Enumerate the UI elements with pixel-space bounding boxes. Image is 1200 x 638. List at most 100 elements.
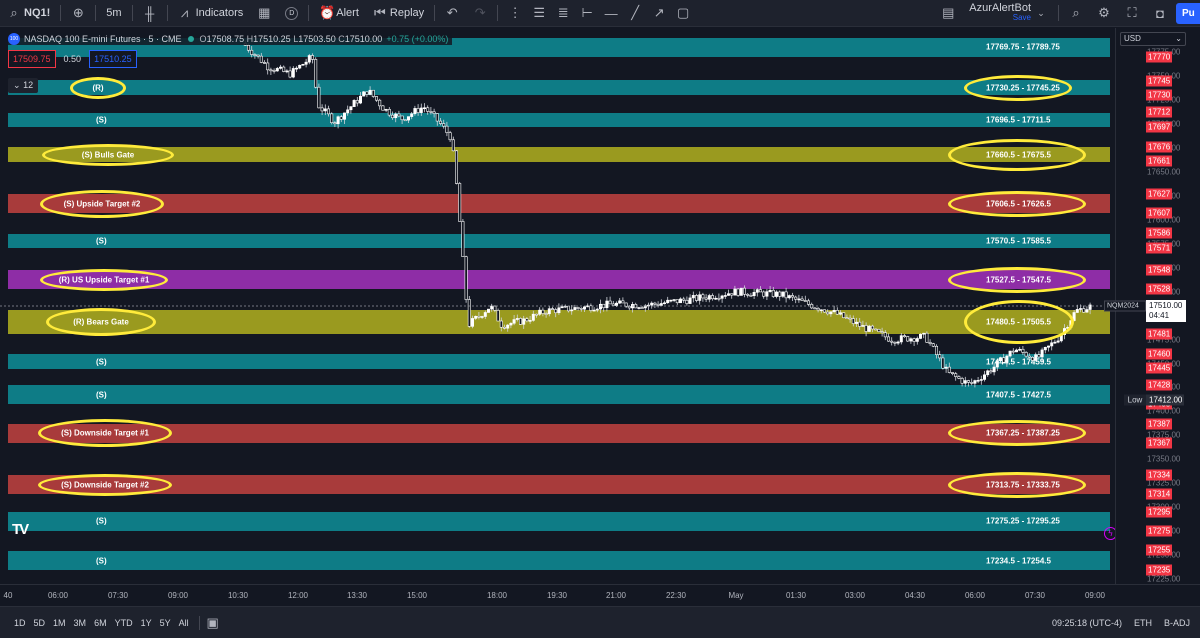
price-tick: 17650.00 (1147, 167, 1181, 177)
fullscreen-button[interactable]: ⛶ (1118, 0, 1146, 27)
candle (813, 307, 817, 310)
price-level-badge: 17586 (1146, 227, 1172, 239)
adjust-toggle[interactable]: B-ADJ (1163, 618, 1190, 628)
layouts-button[interactable]: ▦ (250, 0, 278, 27)
range-button[interactable]: 3M (73, 617, 87, 628)
undo-button[interactable]: ↶ (438, 0, 466, 27)
candle (1014, 348, 1018, 353)
candle (1047, 345, 1051, 352)
candle (381, 105, 385, 111)
toolbar-divider (166, 5, 168, 21)
redo-button[interactable]: ↷ (466, 0, 494, 27)
clock-time[interactable]: 09:25:18 (UTC-4) (1051, 618, 1122, 628)
candle (976, 376, 980, 384)
candle (982, 370, 986, 382)
price-level-badge: 17445 (1146, 362, 1172, 374)
symbol-search-button[interactable]: ⌕ NQ1! (0, 0, 57, 27)
chart-pane[interactable]: 17769.75 - 17789.75 (R) 17730.25 - 17745.2… (0, 28, 1115, 584)
account-menu[interactable]: AzurAlertBot Save ⌄ (962, 0, 1055, 27)
sell-button[interactable]: 17509.75 (8, 50, 56, 68)
zone-band[interactable]: (S) 17234.5 - 17254.5 (8, 550, 1110, 571)
horizontal-ray-icon[interactable]: ⊢ (581, 5, 593, 20)
range-button[interactable]: 5D (33, 617, 46, 628)
range-button[interactable]: All (178, 617, 189, 628)
parallel-channel-icon[interactable]: ≣ (557, 5, 569, 20)
templates-button[interactable]: D (278, 0, 305, 27)
price-level-badge: 17571 (1146, 242, 1172, 254)
range-button[interactable]: 1Y (140, 617, 152, 628)
trend-line-icon[interactable]: ╱ (631, 5, 640, 20)
candle (1088, 302, 1092, 315)
highlight-ellipse (40, 189, 164, 218)
candle (541, 307, 545, 317)
quick-search-button[interactable]: ⌕ (1062, 0, 1090, 27)
grip-icon[interactable]: ⋮ (508, 5, 522, 20)
buy-button[interactable]: 17510.25 (89, 50, 137, 68)
zone-band[interactable]: (S) 17407.5 - 17427.5 (8, 385, 1110, 405)
zone-band[interactable]: (S) 17444.5 - 17459.5 (8, 354, 1110, 369)
legend-title[interactable]: NASDAQ 100 E-mini Futures · 5 · CME (24, 34, 182, 44)
candle (419, 103, 423, 116)
candle (726, 289, 730, 296)
candle (896, 340, 900, 346)
ray-icon[interactable]: ↗ (653, 5, 665, 20)
fib-retracement-icon[interactable]: ☰ (533, 5, 545, 20)
calendar-icon[interactable]: ▣ (206, 614, 219, 630)
range-button[interactable]: YTD (114, 617, 133, 628)
candle (486, 308, 490, 313)
candle (592, 307, 596, 312)
time-tick: 13:30 (346, 591, 368, 600)
range-button[interactable]: 6M (94, 617, 107, 628)
indicators-button[interactable]: ⩘ Indicators (171, 0, 251, 27)
close-value: 17510.00 (344, 34, 383, 44)
horizontal-line-icon[interactable]: ― (604, 5, 618, 21)
candle (854, 317, 858, 328)
candle (781, 291, 785, 298)
candles-icon: ╫ (144, 5, 155, 21)
candle (845, 314, 849, 320)
zone-band[interactable]: (S) 17275.25 - 17295.25 (8, 511, 1110, 532)
publish-button[interactable]: Pu (1176, 3, 1200, 24)
zone-band[interactable]: (S) 17570.5 - 17585.5 (8, 233, 1110, 248)
rectangle-icon[interactable]: ▢ (676, 5, 690, 20)
candle (483, 310, 487, 319)
candle (794, 295, 798, 304)
candle (490, 303, 494, 312)
snapshot-button[interactable]: ◘ (1146, 0, 1174, 27)
candle (870, 324, 874, 333)
candle (579, 307, 583, 312)
highlight-ellipse (948, 266, 1086, 293)
candle (397, 110, 401, 118)
candle (730, 293, 734, 299)
layout-icon-button[interactable]: ▤ (934, 0, 962, 27)
candle (342, 112, 346, 125)
alert-button[interactable]: ⏰ Alert (312, 0, 366, 27)
settings-button[interactable]: ⚙ (1090, 0, 1118, 27)
bottom-toolbar: 1D 5D 1M 3M 6M YTD 1Y 5Y All ▣ 09:25:18 (UTC-4) … (0, 606, 1200, 638)
candle (506, 323, 510, 332)
candle (266, 58, 270, 75)
indicators-toggle[interactable]: ⌄ 12 (8, 78, 39, 93)
replay-button[interactable]: ⏮ Replay (366, 0, 431, 27)
candle (422, 103, 426, 113)
compare-button[interactable]: ⊕ (64, 0, 92, 27)
interval-button[interactable]: 5m (106, 7, 122, 19)
bid-ask-panel: 17509.75 0.50 17510.25 (8, 50, 137, 68)
range-button[interactable]: 1M (53, 617, 66, 628)
chart-legend: 100 NASDAQ 100 E-mini Futures · 5 · CME … (8, 33, 453, 45)
time-tick: May (728, 591, 744, 600)
zone-band-range: 17570.5 - 17585.5 (986, 236, 1051, 246)
chart-type-button[interactable]: ╫ (136, 0, 164, 27)
zone-band[interactable]: (S) 17696.5 - 17711.5 (8, 112, 1110, 128)
time-axis[interactable]: 40 06:00 07:30 09:00 10:30 12:00 13:30 15:00 18:… (0, 584, 1200, 606)
zone-band-label: (S) (96, 236, 107, 246)
grid-icon: ▦ (258, 5, 271, 20)
price-level-badge: 17387 (1146, 418, 1172, 430)
currency-selector[interactable]: USD ⌄ (1120, 32, 1186, 46)
session-toggle[interactable]: ETH (1133, 618, 1152, 628)
range-button[interactable]: 5Y (159, 617, 171, 628)
candle (429, 106, 433, 115)
lightning-icon[interactable]: ϟ (1104, 527, 1115, 540)
range-button[interactable]: 1D (14, 617, 26, 628)
candle (941, 354, 945, 370)
